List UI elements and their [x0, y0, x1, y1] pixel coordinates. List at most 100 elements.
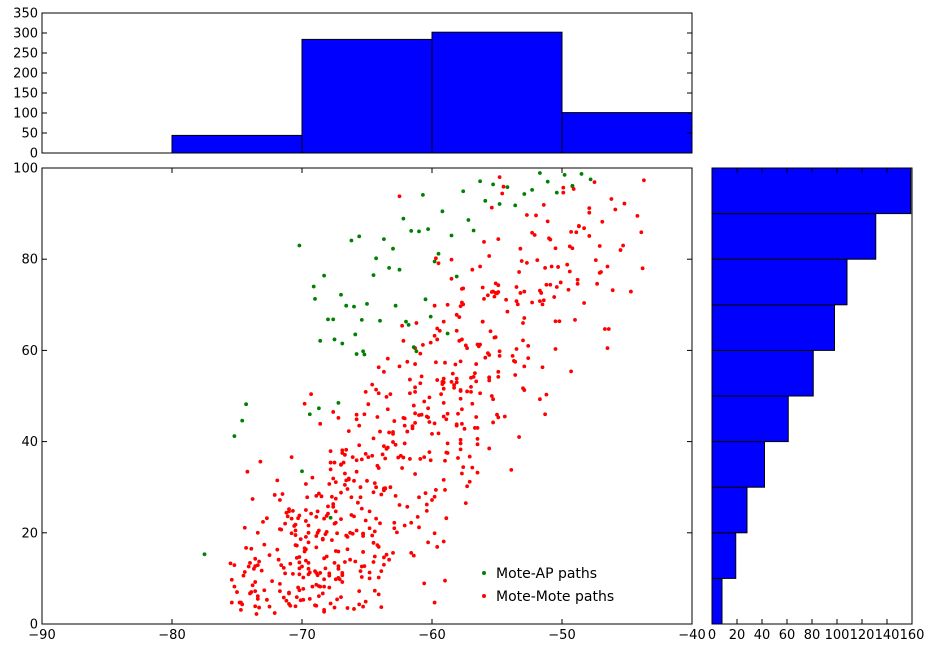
mote-mote-point — [279, 563, 284, 568]
mote-mote-point — [304, 558, 308, 563]
mote-mote-point — [382, 369, 386, 374]
mote-mote-point — [323, 566, 328, 571]
mote-mote-point — [283, 521, 287, 526]
mote-ap-point — [570, 183, 575, 188]
mote-mote-point — [470, 267, 475, 272]
mote-mote-point — [558, 280, 563, 285]
mote-mote-point — [530, 230, 534, 235]
mote-mote-point — [384, 552, 389, 557]
mote-ap-point — [382, 237, 386, 242]
mote-mote-point — [411, 403, 416, 408]
mote-mote-point — [557, 319, 562, 324]
mote-mote-point — [367, 509, 372, 514]
mote-mote-point — [262, 542, 267, 547]
mote-mote-point — [500, 191, 505, 196]
mote-mote-point — [496, 369, 501, 374]
mote-mote-point — [317, 594, 321, 599]
mote-mote-point — [336, 576, 341, 580]
mote-mote-point — [371, 436, 376, 441]
mote-mote-point — [363, 452, 368, 456]
mote-mote-point — [422, 399, 427, 404]
mote-mote-point — [519, 259, 524, 263]
mote-mote-point — [449, 379, 454, 384]
mote-mote-point — [613, 207, 618, 212]
mote-ap-point — [409, 229, 414, 233]
mote-mote-point — [372, 529, 377, 534]
mote-mote-point — [400, 466, 404, 470]
mote-mote-point — [378, 521, 382, 526]
mote-mote-point — [402, 441, 407, 446]
mote-mote-point — [587, 206, 592, 211]
mote-mote-point — [439, 392, 443, 397]
mote-mote-point — [609, 197, 614, 201]
mote-mote-point — [437, 328, 442, 333]
mote-mote-point — [393, 442, 398, 447]
mote-mote-point — [553, 347, 558, 351]
mote-mote-point — [518, 291, 523, 295]
mote-mote-point — [443, 458, 447, 463]
mote-mote-point — [310, 584, 315, 589]
top-histogram-ytick-label: 250 — [13, 47, 38, 62]
mote-mote-point — [374, 387, 378, 392]
mote-mote-point — [253, 589, 258, 594]
mote-mote-point — [330, 538, 334, 542]
mote-mote-point — [354, 528, 359, 533]
mote-mote-point — [242, 525, 247, 530]
mote-mote-point — [297, 572, 302, 577]
mote-mote-point — [293, 528, 298, 533]
mote-mote-point — [385, 356, 390, 361]
mote-mote-point — [270, 579, 274, 584]
mote-mote-point — [326, 511, 330, 516]
mote-ap-point — [232, 434, 237, 439]
mote-mote-point — [457, 338, 462, 343]
mote-mote-point — [354, 458, 359, 463]
mote-mote-point — [319, 494, 324, 499]
mote-mote-point — [461, 465, 466, 470]
mote-mote-point — [281, 566, 286, 570]
mote-mote-point — [610, 288, 615, 293]
mote-mote-point — [567, 269, 572, 274]
mote-mote-point — [348, 557, 352, 562]
mote-mote-point — [332, 560, 337, 565]
mote-mote-point — [306, 540, 311, 545]
mote-mote-point — [391, 550, 395, 555]
mote-mote-point — [475, 426, 480, 430]
mote-mote-point — [456, 456, 460, 460]
mote-ap-point — [202, 552, 207, 557]
mote-mote-point — [417, 525, 421, 530]
mote-mote-point — [345, 547, 350, 552]
mote-mote-point — [553, 319, 558, 324]
mote-mote-point — [318, 571, 323, 575]
mote-mote-point — [587, 234, 592, 238]
mote-ap-point — [391, 246, 395, 251]
mote-ap-point — [328, 515, 333, 520]
mote-mote-point — [376, 575, 381, 580]
mote-mote-point — [577, 224, 581, 228]
mote-mote-point — [327, 585, 332, 590]
mote-mote-point — [424, 502, 429, 507]
mote-mote-point — [331, 502, 336, 506]
mote-mote-point — [595, 281, 599, 286]
mote-mote-point — [328, 467, 333, 472]
mote-mote-point — [343, 471, 347, 476]
mote-mote-point — [491, 420, 495, 425]
mote-mote-point — [239, 607, 243, 612]
mote-mote-point — [432, 421, 437, 426]
mote-mote-point — [229, 600, 234, 605]
mote-mote-point — [454, 312, 459, 317]
mote-mote-point — [379, 569, 384, 574]
mote-mote-point — [486, 293, 490, 298]
mote-mote-point — [434, 360, 438, 365]
mote-mote-point — [378, 429, 382, 434]
mote-mote-point — [289, 516, 294, 521]
mote-mote-point — [372, 554, 377, 559]
scatter-plot-frame — [41, 167, 693, 625]
mote-ap-point — [331, 317, 336, 322]
mote-mote-point — [346, 429, 351, 434]
mote-mote-point — [445, 302, 450, 307]
mote-mote-point — [434, 256, 438, 261]
mote-mote-point — [461, 302, 466, 307]
mote-ap-point — [454, 274, 459, 279]
mote-mote-point — [514, 299, 519, 304]
mote-mote-point — [475, 436, 480, 441]
